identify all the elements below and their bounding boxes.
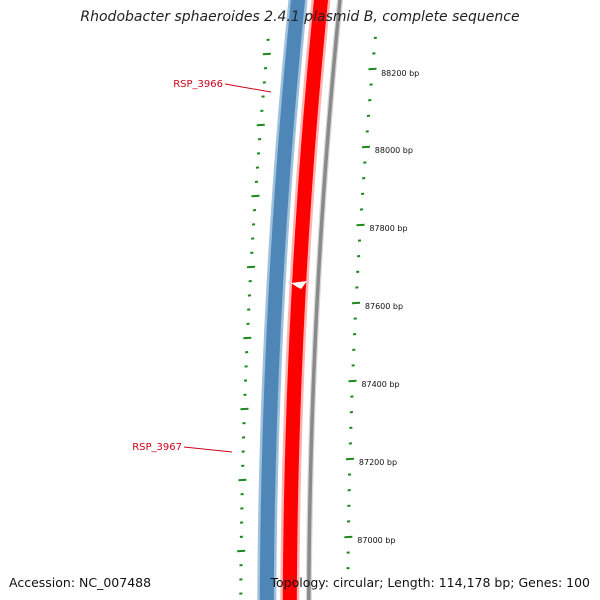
gene-label-rsp-3967: RSP_3967 xyxy=(132,442,182,453)
ruler-bp-label: 87000 bp xyxy=(357,536,395,545)
map-title: Rhodobacter sphaeroides 2.4.1 plasmid B,… xyxy=(80,9,520,25)
ruler-bp-label: 88200 bp xyxy=(381,69,419,78)
gene-label-rsp-3966: RSP_3966 xyxy=(173,79,223,90)
ruler-bp-label: 87800 bp xyxy=(369,224,407,233)
ruler-bp-label: 88000 bp xyxy=(375,146,413,155)
gene-boundary-marker xyxy=(291,281,308,289)
annotation-labels: 88200 bp 88000 bp 87800 bp 87600 bp 87400 bp… xyxy=(132,69,419,545)
outer-tick-marks xyxy=(237,38,271,595)
ruler-bp-label: 87200 bp xyxy=(359,458,397,467)
reverse-strand-track xyxy=(282,0,329,600)
ruler-bp-label: 87400 bp xyxy=(361,380,399,389)
ruler-bp-label: 87600 bp xyxy=(365,302,403,311)
backbone-track xyxy=(307,0,342,600)
accession-text: Accession: NC_007488 xyxy=(9,575,152,590)
gene-leader-line xyxy=(183,446,233,453)
gene-leader-line xyxy=(224,83,272,93)
feature-tracks xyxy=(257,0,344,600)
topology-summary-text: Topology: circular; Length: 114,178 bp; … xyxy=(270,575,591,590)
forward-strand-track xyxy=(259,0,306,600)
ruler-tick-marks xyxy=(344,36,377,570)
